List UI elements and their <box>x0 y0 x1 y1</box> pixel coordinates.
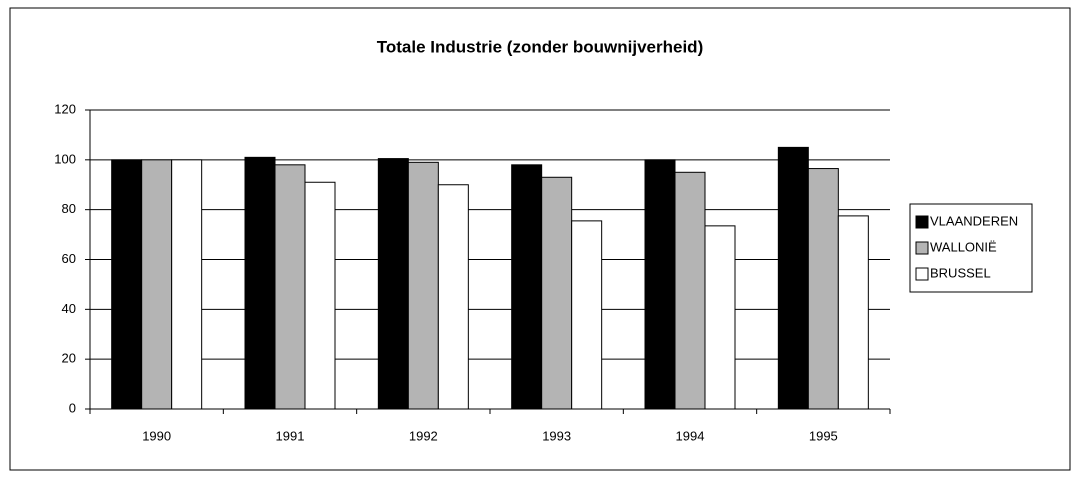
y-tick-label: 20 <box>62 351 76 366</box>
y-tick-label: 0 <box>69 400 76 415</box>
bar <box>274 164 306 410</box>
bar <box>837 215 869 410</box>
bar <box>141 159 173 410</box>
bar <box>674 171 706 410</box>
bar <box>704 225 736 410</box>
bar <box>777 146 809 410</box>
bar <box>304 181 336 410</box>
bar <box>437 184 469 410</box>
bar <box>244 156 276 410</box>
legend-swatch <box>915 267 929 281</box>
legend-label: VLAANDEREN <box>930 213 1018 228</box>
bar <box>111 159 143 410</box>
x-tick-label: 1991 <box>276 428 305 443</box>
legend-label: WALLONIË <box>930 239 997 254</box>
x-tick-label: 1995 <box>809 428 838 443</box>
bar <box>377 158 409 410</box>
bar <box>644 159 676 410</box>
x-tick-label: 1994 <box>676 428 705 443</box>
bar <box>541 176 573 410</box>
legend-swatch <box>915 241 929 255</box>
y-tick-label: 80 <box>62 201 76 216</box>
legend-label: BRUSSEL <box>930 265 991 280</box>
x-tick-label: 1993 <box>542 428 571 443</box>
bar <box>511 164 543 410</box>
legend-swatch <box>915 215 929 229</box>
x-tick-label: 1992 <box>409 428 438 443</box>
bar <box>571 220 603 410</box>
bar <box>407 161 439 410</box>
bar <box>171 159 203 410</box>
bar <box>807 168 839 410</box>
y-tick-label: 120 <box>54 101 76 116</box>
chart-title: Totale Industrie (zonder bouwnijverheid) <box>377 37 703 56</box>
y-tick-label: 100 <box>54 151 76 166</box>
x-tick-label: 1990 <box>142 428 171 443</box>
y-tick-label: 40 <box>62 301 76 316</box>
y-tick-label: 60 <box>62 251 76 266</box>
legend-box <box>909 203 1033 293</box>
